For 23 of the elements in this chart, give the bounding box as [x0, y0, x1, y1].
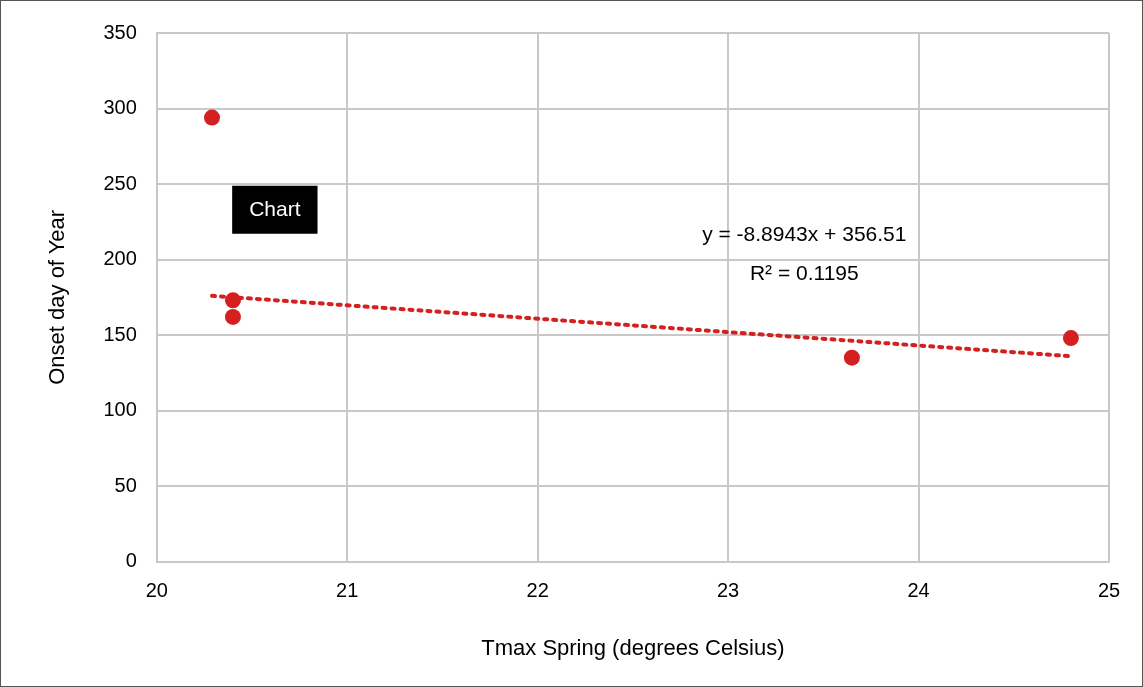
y-tick-label: 0: [125, 549, 137, 572]
y-tick-label: 300: [103, 96, 137, 119]
y-tick-label: 100: [103, 398, 137, 421]
x-tick-label: 21: [336, 579, 359, 602]
x-tick-label: 24: [907, 579, 930, 602]
point: [204, 109, 220, 126]
point: [1062, 330, 1079, 347]
y-tick-label: 200: [103, 247, 137, 270]
y-tick-label: 150: [103, 322, 137, 345]
y-tick-label: 350: [103, 20, 137, 43]
x-tick-label: 23: [716, 579, 740, 602]
point: [843, 349, 860, 366]
annotation: R² = 0.1195: [749, 261, 859, 285]
x-axis-title: Tmax Spring (degrees Celsius): [481, 634, 785, 660]
annotation: y = -8.8943x + 356.51: [702, 222, 907, 246]
x-tick-label: 25: [1097, 579, 1121, 602]
x-tick-label: 20: [145, 579, 168, 602]
y-tick-label: 250: [103, 171, 137, 194]
y-tick-label: 50: [114, 473, 137, 496]
point: [224, 308, 241, 325]
annotation: Chart: [249, 196, 301, 220]
y-axis-title: Onset day of Year: [44, 209, 70, 385]
x-tick-label: 22: [526, 579, 549, 602]
